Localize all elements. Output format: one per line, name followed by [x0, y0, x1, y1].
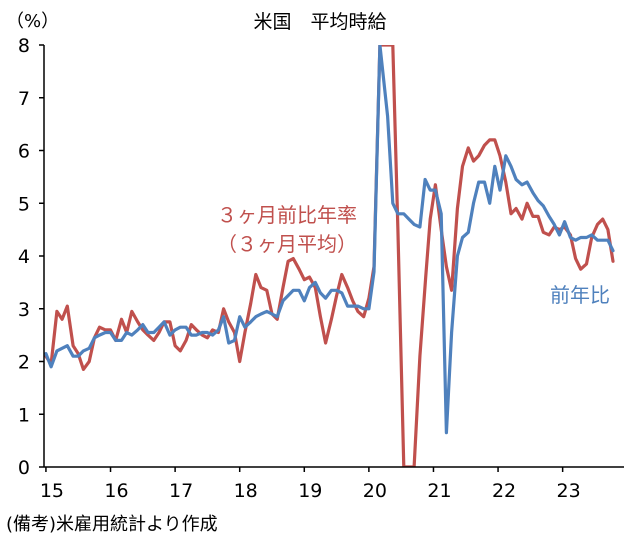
- series-label-3m-annualized: （３ヶ月平均）: [217, 232, 357, 256]
- x-tick-label: 18: [234, 480, 258, 502]
- y-tick-label: 2: [18, 352, 30, 374]
- chart-title: 米国 平均時給: [253, 11, 386, 33]
- y-tick-label: 3: [18, 299, 30, 321]
- series-label-3m-annualized: ３ヶ月前比年率: [217, 203, 357, 227]
- x-tick-label: 17: [169, 480, 193, 502]
- y-tick-label: 1: [18, 404, 30, 426]
- y-tick-label: 6: [18, 141, 30, 163]
- x-tick-label: 15: [40, 480, 64, 502]
- series-line-3m-annualized: [44, 45, 615, 467]
- y-axis-ticks: 0 1 2 3 4 5 6 7 8: [18, 35, 44, 479]
- y-tick-label: 4: [18, 246, 30, 268]
- source-note: (備考)米雇用統計より作成: [6, 514, 218, 535]
- series-label-yoy: 前年比: [550, 283, 610, 307]
- series-line-yoy: [44, 45, 615, 435]
- y-tick-label: 8: [18, 35, 30, 57]
- x-tick-label: 19: [298, 480, 322, 502]
- y-tick-label: 7: [18, 88, 30, 110]
- x-tick-label: 21: [427, 480, 451, 502]
- y-tick-label: 0: [18, 457, 30, 479]
- series-labels: ３ヶ月前比年率 （３ヶ月平均） 前年比: [217, 203, 610, 307]
- x-tick-label: 16: [104, 480, 128, 502]
- x-tick-label: 22: [492, 480, 516, 502]
- y-tick-label: 5: [18, 193, 30, 215]
- x-tick-label: 20: [363, 480, 387, 502]
- x-axis-ticks: 15 16 17 18 19 20 21 22 23: [40, 467, 581, 502]
- y-axis-unit-label: （%）: [6, 11, 59, 32]
- x-tick-label: 23: [557, 480, 581, 502]
- series-layer: [44, 45, 615, 467]
